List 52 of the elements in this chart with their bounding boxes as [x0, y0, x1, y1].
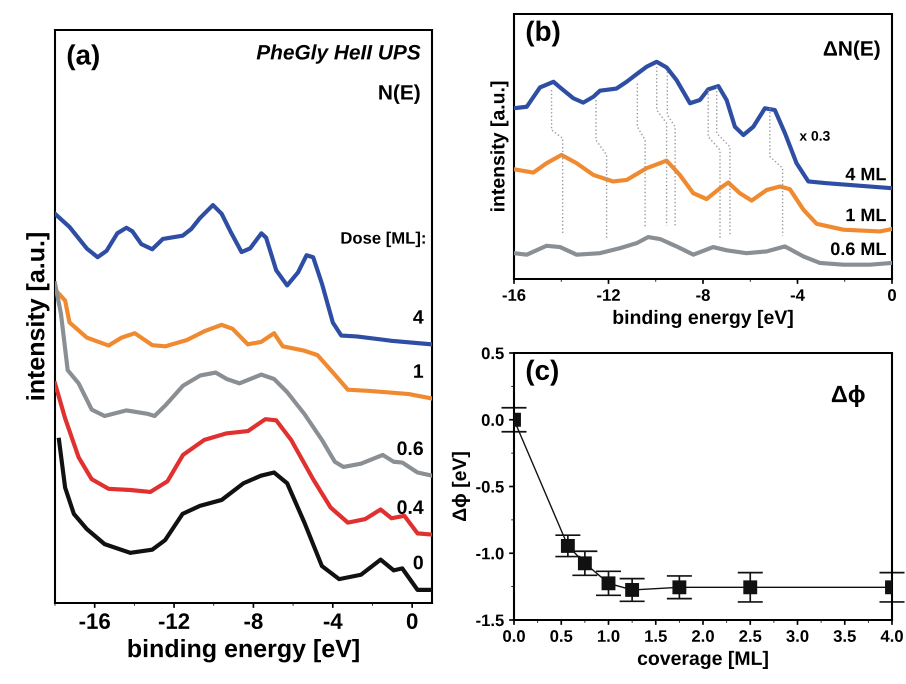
x-axis-title: binding energy [eV]: [614, 310, 793, 328]
point: [625, 583, 640, 597]
annotation: Δϕ: [832, 385, 865, 408]
y-tick-label: -0.5: [476, 480, 504, 493]
x-tick-label: -8: [696, 289, 710, 301]
chart-title: (a): [68, 44, 99, 70]
x-tick-label: 0.5: [550, 630, 572, 642]
x-tick-label: -16: [79, 613, 110, 630]
point: [672, 580, 686, 594]
x-tick-label: -4: [324, 614, 343, 629]
legend-title: Dose [ML]:: [341, 232, 425, 248]
x-tick-label: 4.0: [880, 630, 903, 642]
y-tick-label: 0.5: [482, 347, 504, 360]
x-tick-label: 0: [406, 613, 418, 630]
y-axis-title: intensity [a.u.]: [26, 233, 50, 400]
x-axis-title: coverage [ML]: [638, 650, 768, 670]
x-tick-label: 3.0: [786, 630, 808, 642]
chart-title: (b): [526, 20, 560, 47]
y-tick-label: -1.5: [476, 614, 504, 626]
y-axis-title: intensity [a.u.]: [490, 82, 508, 212]
y-axis-title: Δϕ [eV]: [452, 452, 470, 522]
x-tick-label: -12: [597, 289, 620, 301]
y-tick-label: -1.0: [476, 548, 504, 560]
x-tick-label: -12: [158, 613, 190, 629]
annotation: x 0.3: [799, 130, 830, 141]
y-tick-label: 0.0: [482, 414, 504, 426]
series-label: 4: [413, 310, 424, 324]
chart-title: (c): [526, 360, 558, 386]
x-tick-label: 0: [888, 289, 896, 301]
point: [560, 538, 575, 553]
point: [578, 556, 592, 570]
series-label: 1 ML: [846, 208, 886, 222]
chart-subtitle: PheGly HeII UPS: [256, 44, 420, 64]
series-label: 0.6: [397, 441, 423, 456]
series-label: 4 ML: [846, 168, 886, 180]
series-label: 0.4: [397, 500, 424, 514]
x-tick-label: 1.5: [645, 630, 667, 642]
x-tick-label: -16: [502, 289, 526, 301]
text: ΔN(E): [824, 40, 880, 60]
x-tick-label: -4: [790, 289, 805, 301]
point: [602, 576, 616, 590]
x-tick-label: 2.5: [739, 630, 762, 642]
series-label: 0.6 ML: [830, 242, 886, 256]
x-tick-label: 3.5: [834, 630, 856, 642]
series-label: 0: [414, 556, 423, 570]
series-label: 1: [414, 364, 424, 378]
x-tick-label: 0.0: [503, 630, 525, 642]
x-tick-label: 1.0: [598, 630, 620, 642]
text: N(E): [379, 84, 420, 104]
x-tick-label: -8: [244, 613, 263, 630]
x-tick-label: 2.0: [692, 630, 714, 642]
x-axis-title: binding energy [eV]: [128, 638, 359, 662]
